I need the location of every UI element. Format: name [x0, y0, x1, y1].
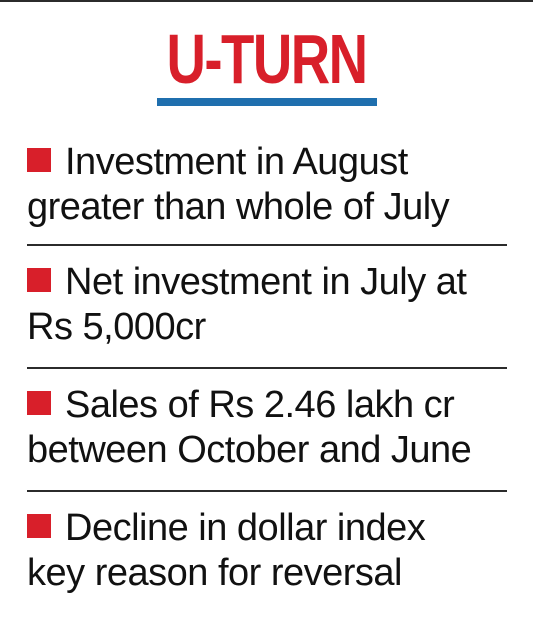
- bullet-list: Investment in August greater than whole …: [27, 136, 507, 597]
- bullet-square-icon: [27, 148, 51, 172]
- item-line-2: key reason for reversal: [27, 552, 403, 594]
- headline-underline: [157, 98, 377, 106]
- item-line-2: Rs 5,000cr: [27, 306, 206, 348]
- list-item: Net investment in July at Rs 5,000cr: [27, 246, 507, 369]
- item-line-2: between October and June: [27, 429, 472, 471]
- list-item: Investment in August greater than whole …: [27, 136, 507, 246]
- item-line-1: Decline in dollar index: [65, 507, 426, 549]
- bullet-square-icon: [27, 268, 51, 292]
- bullet-square-icon: [27, 391, 51, 415]
- list-item: Sales of Rs 2.46 lakh cr between October…: [27, 369, 507, 492]
- bullet-square-icon: [27, 514, 51, 538]
- top-rule: [0, 0, 533, 2]
- item-line-1: Investment in August: [65, 141, 408, 183]
- headline: U-TURN: [166, 20, 368, 98]
- item-line-1: Net investment in July at: [65, 261, 467, 303]
- item-line-1: Sales of Rs 2.46 lakh cr: [65, 384, 455, 426]
- item-line-2: greater than whole of July: [27, 186, 450, 228]
- list-item: Decline in dollar index key reason for r…: [27, 492, 507, 597]
